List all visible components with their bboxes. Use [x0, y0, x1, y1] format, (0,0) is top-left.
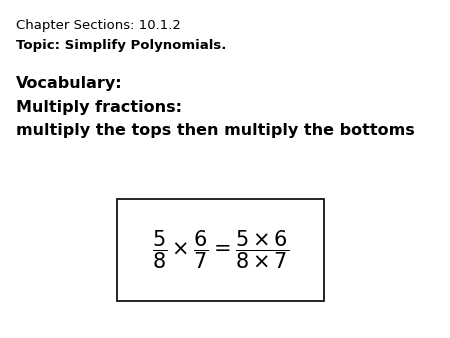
Text: Multiply fractions:: Multiply fractions: [16, 100, 182, 115]
Text: Chapter Sections: 10.1.2: Chapter Sections: 10.1.2 [16, 19, 180, 31]
Text: Topic: Simplify Polynomials.: Topic: Simplify Polynomials. [16, 39, 226, 52]
FancyBboxPatch shape [117, 199, 324, 301]
Text: $\dfrac{5}{8}\times\dfrac{6}{7}=\dfrac{5\times6}{8\times7}$: $\dfrac{5}{8}\times\dfrac{6}{7}=\dfrac{5… [152, 229, 289, 271]
Text: Vocabulary:: Vocabulary: [16, 76, 122, 91]
Text: multiply the tops then multiply the bottoms: multiply the tops then multiply the bott… [16, 123, 414, 138]
